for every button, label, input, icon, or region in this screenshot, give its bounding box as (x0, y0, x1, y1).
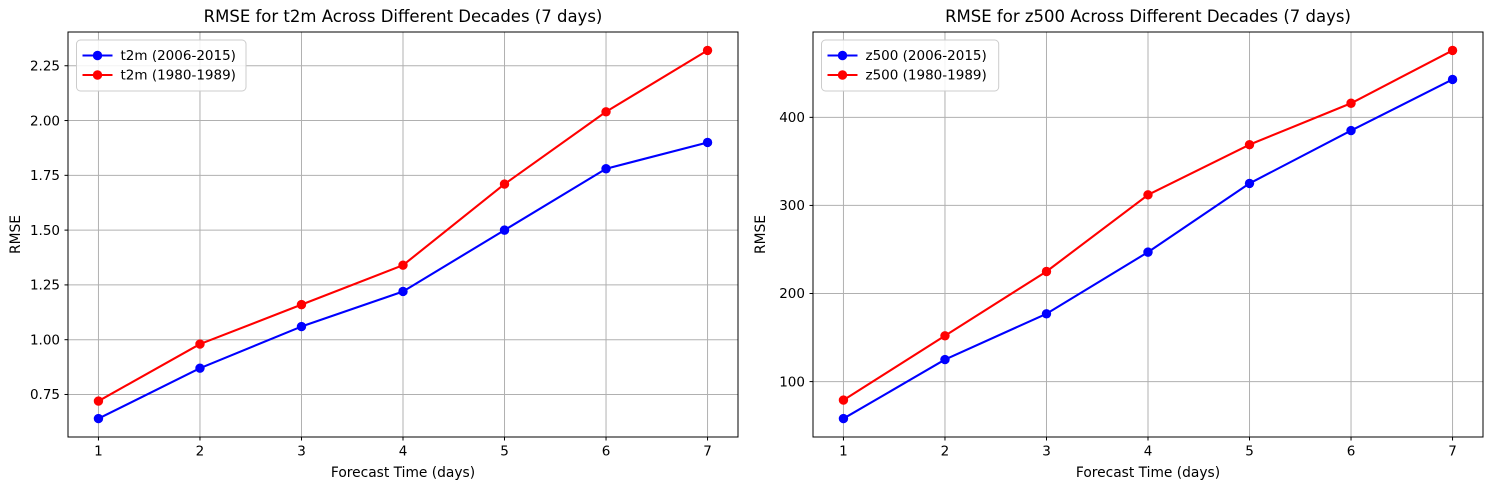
y-tick-label: 2.00 (30, 113, 60, 129)
legend-box (820, 39, 999, 92)
data-point (93, 413, 104, 424)
x-tick-label: 3 (297, 444, 306, 460)
y-axis-label: RMSE (8, 215, 24, 254)
data-point (1447, 45, 1457, 56)
legend-label: t2m (1980-1989) (121, 68, 236, 84)
y-tick-label: 200 (779, 286, 805, 302)
z500-chart: 1 2 3 4 5 6 7 100 200 300 400 RMSE for z500 Across … (753, 7, 1483, 481)
data-point (296, 299, 307, 310)
data-point (398, 260, 408, 270)
x-axis-label: Forecast Time (days) (331, 465, 475, 481)
data-point (1345, 98, 1356, 108)
chart-title: RMSE for z500 Across Different Decades (… (945, 7, 1351, 26)
data-point (702, 137, 713, 148)
x-tick-label: 6 (602, 444, 611, 460)
x-tick-label: 2 (940, 444, 949, 460)
data-point (1142, 190, 1153, 200)
x-tick-label: 3 (1042, 444, 1051, 460)
legend-item: t2m (1980-1989) (82, 68, 236, 84)
data-point (296, 321, 307, 332)
x-tick-label: 5 (500, 444, 509, 460)
y-tick-label: 400 (779, 110, 805, 126)
data-point (1041, 309, 1051, 319)
x-tick-label: 5 (1245, 444, 1254, 460)
data-point (1447, 74, 1457, 85)
chart-panel-z500: 1 2 3 4 5 6 7 100 200 300 400 RMSE for z500 Across … (745, 0, 1489, 490)
legend-item: z500 (1980-1989) (827, 68, 986, 84)
data-point (1244, 178, 1254, 189)
legend-marker (837, 50, 847, 61)
data-point (939, 354, 950, 365)
x-tick-label: 2 (196, 444, 205, 460)
data-point (838, 413, 848, 424)
y-axis-label: RMSE (753, 215, 769, 254)
data-point (195, 339, 205, 349)
data-point (1142, 247, 1153, 257)
y-tick-label: 300 (779, 198, 805, 214)
y-tick-label: 1.25 (30, 278, 60, 294)
y-tick-label: 1.50 (30, 223, 60, 239)
y-tick-label: 1.75 (30, 168, 60, 184)
data-point (499, 179, 510, 189)
legend-marker (92, 70, 103, 80)
data-point (1041, 266, 1051, 277)
y-tick-label: 2.25 (30, 58, 60, 74)
data-point (1345, 125, 1356, 136)
data-point (93, 396, 104, 406)
x-tick-label: 7 (1448, 444, 1457, 460)
legend-label: t2m (2006-2015) (121, 48, 236, 64)
y-tick-label: 1.00 (30, 332, 60, 348)
legend: t2m (2006-2015) t2m (1980-1989) (76, 39, 247, 92)
legend-box (76, 39, 247, 92)
legend-label: z500 (2006-2015) (865, 48, 986, 64)
data-point (601, 107, 611, 117)
legend-label: z500 (1980-1989) (865, 68, 986, 84)
t2m-chart: 1 2 3 4 5 6 7 0.75 1.00 1.25 1.50 1.75 2.00 2.25 RMSE … (8, 7, 739, 481)
x-tick-label: 1 (94, 444, 103, 460)
legend-marker (92, 50, 103, 61)
x-tick-label: 4 (1143, 444, 1152, 460)
x-axis-label: Forecast Time (days) (1075, 465, 1219, 481)
data-point (398, 286, 408, 297)
chart-panel-t2m: 1 2 3 4 5 6 7 0.75 1.00 1.25 1.50 1.75 2.00 2.25 RMSE … (8, 7, 739, 481)
data-point (838, 395, 848, 405)
x-tick-label: 1 (839, 444, 848, 460)
legend-item: z500 (2006-2015) (827, 48, 986, 64)
data-point (702, 45, 713, 56)
data-point (195, 363, 205, 373)
legend: z500 (2006-2015) z500 (1980-1989) (820, 39, 999, 92)
legend-item: t2m (2006-2015) (82, 48, 236, 64)
y-tick-label: 0.75 (30, 387, 60, 403)
y-tick-label: 100 (779, 374, 805, 390)
x-tick-label: 6 (1346, 444, 1355, 460)
data-point (939, 331, 950, 341)
x-tick-label: 4 (399, 444, 408, 460)
legend-marker (837, 70, 847, 80)
data-point (499, 225, 510, 235)
data-point (601, 164, 611, 174)
chart-title: RMSE for t2m Across Different Decades (7… (204, 7, 603, 26)
data-point (1244, 139, 1254, 150)
x-tick-label: 7 (703, 444, 712, 460)
